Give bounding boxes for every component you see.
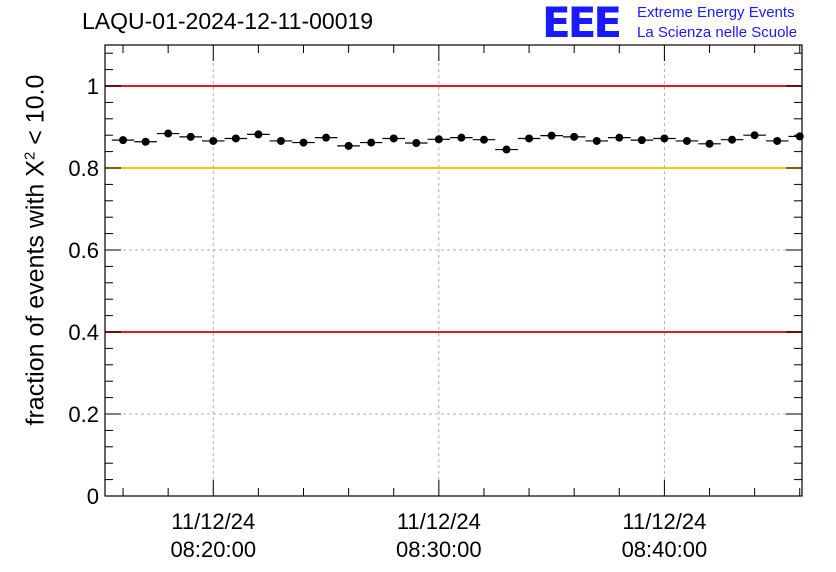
x-tick-time: 08:30:00 xyxy=(396,537,482,562)
data-point xyxy=(547,131,556,140)
x-tick-date: 11/12/24 xyxy=(396,509,481,534)
data-point xyxy=(186,132,195,141)
data-point xyxy=(164,129,173,138)
data-point xyxy=(705,139,714,148)
data-point xyxy=(525,134,534,143)
logo-line-2: La Scienza nelle Scuole xyxy=(637,24,798,41)
data-series xyxy=(111,129,804,154)
data-point xyxy=(660,134,669,143)
data-point xyxy=(412,138,421,147)
data-point xyxy=(592,136,601,145)
logo-line-1: Extreme Energy Events xyxy=(637,4,795,21)
data-point xyxy=(344,141,353,150)
data-point xyxy=(209,136,218,145)
data-point xyxy=(389,134,398,143)
data-point xyxy=(231,134,240,143)
y-tick-label: 0.4 xyxy=(68,320,99,345)
plot-frame xyxy=(104,44,803,497)
data-point xyxy=(479,135,488,144)
data-point xyxy=(254,130,263,139)
y-tick-label: 0.8 xyxy=(68,156,99,181)
x-tick-label: 11/12/24 08:30:00 xyxy=(369,508,509,564)
data-point xyxy=(276,136,285,145)
y-axis-label: fraction of events with X2 < 10.0 xyxy=(21,74,50,426)
y-tick-label: 1 xyxy=(87,74,99,99)
grid-lines xyxy=(105,45,802,496)
data-point xyxy=(434,135,443,144)
data-point xyxy=(570,132,579,141)
data-point xyxy=(728,135,737,144)
x-tick-label: 11/12/24 08:20:00 xyxy=(143,508,283,564)
eee-logo: EEE xyxy=(542,0,622,47)
x-tick-date: 11/12/24 xyxy=(622,509,707,534)
x-tick-time: 08:20:00 xyxy=(170,537,257,562)
data-point xyxy=(682,136,691,145)
data-point xyxy=(615,133,624,142)
y-tick-label: 0.6 xyxy=(68,238,99,263)
data-point xyxy=(502,145,511,154)
data-point xyxy=(119,136,128,145)
data-point xyxy=(322,133,331,142)
chart-title: LAQU-01-2024-12-11-00019 xyxy=(82,8,374,34)
y-tick-label: 0 xyxy=(87,484,99,509)
data-point xyxy=(299,138,308,147)
data-point xyxy=(773,136,782,145)
y-tick-labels: 0 0.2 0.4 0.6 0.8 1 xyxy=(68,74,99,509)
x-tick-label: 11/12/24 08:40:00 xyxy=(594,508,734,564)
data-point xyxy=(141,137,150,146)
reference-lines xyxy=(105,85,802,333)
y-tick-label: 0.2 xyxy=(68,402,99,427)
data-point xyxy=(367,138,376,147)
x-tick-time: 08:40:00 xyxy=(621,537,708,562)
data-point xyxy=(750,131,759,140)
data-point xyxy=(637,136,646,145)
axis-ticks xyxy=(105,45,802,497)
x-tick-date: 11/12/24 xyxy=(171,509,256,534)
data-point xyxy=(457,133,466,142)
